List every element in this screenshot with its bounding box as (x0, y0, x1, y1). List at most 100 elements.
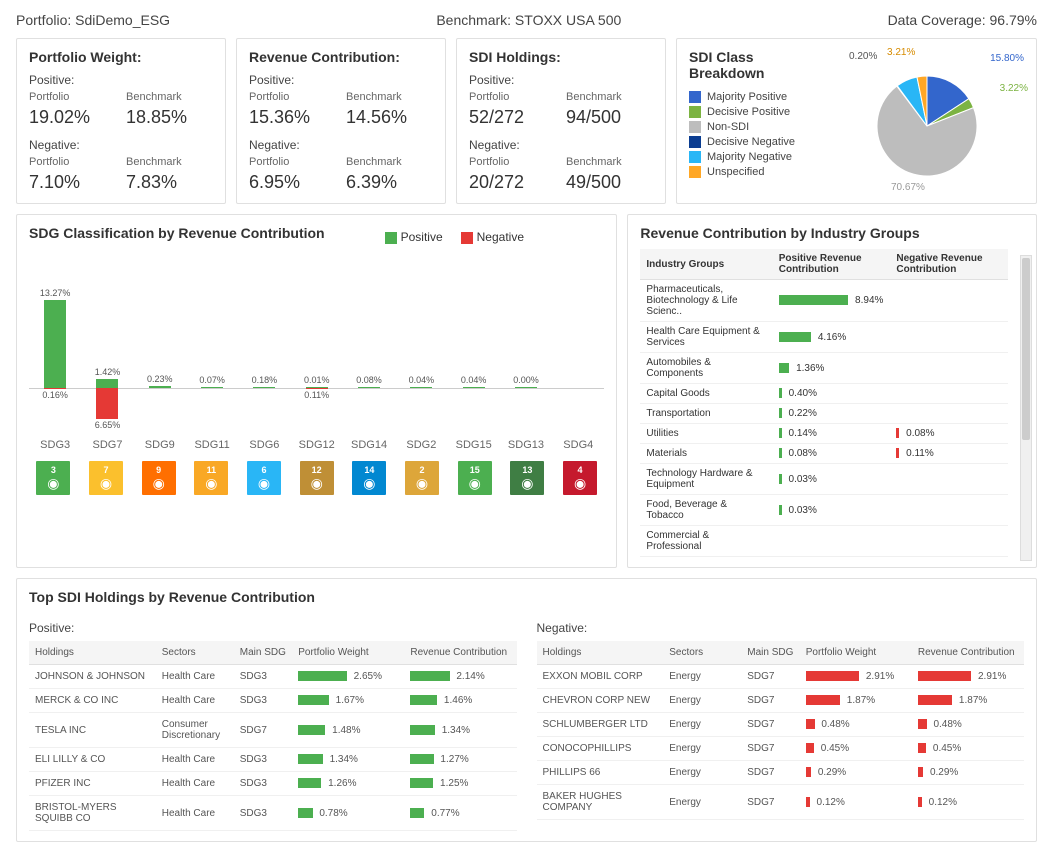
sdg-pos-label: 0.04% (409, 375, 435, 385)
rev-cell: 1.34% (404, 713, 516, 748)
pie-title: SDI Class Breakdown (689, 49, 829, 81)
industry-scrollbar[interactable] (1020, 255, 1032, 561)
sdg-neg-bar (96, 388, 118, 419)
col-portfolio: Portfolio (469, 156, 556, 168)
weight-cell: 1.26% (292, 772, 404, 796)
holding-sector: Energy (663, 785, 741, 820)
sdg-name: SDG13 (500, 439, 552, 451)
sdg-bar-col: 0.23% (134, 269, 186, 388)
industry-name: Technology Hardware & Equipment (640, 464, 772, 495)
industry-name: Food, Beverage & Tobacco (640, 495, 772, 526)
holding-sdg: SDG7 (741, 761, 800, 785)
sdg-icon: 4◉ (563, 461, 597, 495)
holding-sdg: SDG7 (741, 665, 800, 689)
holding-sdg: SDG7 (741, 713, 800, 737)
table-header-row: Holdings Sectors Main SDG Portfolio Weig… (29, 641, 517, 665)
positive-label: Positive: (29, 73, 213, 87)
sdg-pos-label: 13.27% (40, 288, 71, 298)
sdg-bar-col: 0.07% (186, 269, 238, 388)
rev-cell: 0.29% (912, 761, 1024, 785)
scroll-thumb[interactable] (1022, 258, 1030, 440)
revenue-contribution-card: Revenue Contribution: Positive: Portfoli… (236, 38, 446, 204)
holding-name: TESLA INC (29, 713, 156, 748)
col-portfolio: Portfolio (29, 156, 116, 168)
sdg-name: SDG3 (29, 439, 81, 451)
sdg-pos-label: 0.01% (304, 375, 330, 385)
pos-bench-value: 14.56% (346, 107, 433, 128)
coverage-label: Data Coverage: 96.79% (888, 12, 1037, 28)
sdg-icon-wrap: 2◉ (398, 461, 447, 495)
sdg-bar-col: 0.04% (448, 269, 500, 388)
pos-cell: 0.03% (773, 464, 891, 495)
summary-cards-row: Portfolio Weight: Positive: Portfolio19.… (16, 38, 1037, 204)
pie-label: 15.80% (990, 53, 1024, 64)
sdg-icon: 3◉ (36, 461, 70, 495)
sdg-pos-label: 0.07% (199, 375, 225, 385)
table-row: BAKER HUGHES COMPANY Energy SDG7 0.12% 0… (537, 785, 1025, 820)
col-benchmark: Benchmark (126, 156, 213, 168)
sdg-pos-bar (463, 387, 485, 388)
sdg-pos-bar (149, 386, 171, 388)
holding-sdg: SDG7 (234, 713, 293, 748)
weight-cell: 1.34% (292, 748, 404, 772)
col-weight: Portfolio Weight (292, 641, 404, 665)
sdg-icon: 9◉ (142, 461, 176, 495)
holding-sector: Energy (663, 665, 741, 689)
neg-cell: 0.08% (890, 424, 1008, 444)
holding-name: BAKER HUGHES COMPANY (537, 785, 664, 820)
table-row: PHILLIPS 66 Energy SDG7 0.29% 0.29% (537, 761, 1025, 785)
pie-label: 0.20% (849, 51, 877, 62)
sdg-pos-bar (201, 387, 223, 388)
negative-holdings: Negative: Holdings Sectors Main SDG Port… (537, 613, 1025, 831)
neg-bench-value: 7.83% (126, 172, 213, 193)
rev-cell: 0.48% (912, 713, 1024, 737)
sdg-pos-bar (96, 379, 118, 388)
holding-name: BRISTOL-MYERS SQUIBB CO (29, 796, 156, 831)
sdg-icon-wrap: 3◉ (29, 461, 78, 495)
legend-swatch (689, 91, 701, 103)
sdg-bar-col: 0.18% (238, 269, 290, 388)
sdg-names: SDG3SDG7SDG9SDG11SDG6SDG12SDG14SDG2SDG15… (29, 439, 604, 451)
sdg-name: SDG4 (552, 439, 604, 451)
portfolio-weight-card: Portfolio Weight: Positive: Portfolio19.… (16, 38, 226, 204)
sdg-pos-label: 0.00% (513, 375, 539, 385)
weight-cell: 1.67% (292, 689, 404, 713)
industry-groups-card: Revenue Contribution by Industry Groups … (627, 214, 1037, 568)
pos-bench-value: 94/500 (566, 107, 653, 128)
table-row: Health Care Equipment & Services 4.16% (640, 322, 1008, 353)
sdg-name: SDG9 (134, 439, 186, 451)
holding-sdg: SDG7 (741, 785, 800, 820)
industry-name: Pharmaceuticals, Biotechnology & Life Sc… (640, 280, 772, 322)
neg-cell (890, 353, 1008, 384)
sdi-holdings-card: SDI Holdings: Positive: Portfolio52/272 … (456, 38, 666, 204)
row-2: SDG Classification by Revenue Contributi… (16, 214, 1037, 568)
negative-label: Negative: (29, 138, 213, 152)
neg-port-value: 6.95% (249, 172, 336, 193)
sdg-neg-bar (44, 388, 66, 389)
positive-holdings: Positive: Holdings Sectors Main SDG Port… (29, 613, 517, 831)
sdg-neg-label: 0.16% (42, 390, 68, 400)
sdg-neg-label: 6.65% (95, 420, 121, 430)
pie-legend: Majority PositiveDecisive PositiveNon-SD… (689, 91, 829, 178)
holding-name: SCHLUMBERGER LTD (537, 713, 664, 737)
weight-cell: 0.29% (800, 761, 912, 785)
legend-item: Decisive Negative (689, 136, 829, 148)
industry-name: Commercial & Professional (640, 526, 772, 557)
negative-holdings-table: Holdings Sectors Main SDG Portfolio Weig… (537, 641, 1025, 820)
holding-name: JOHNSON & JOHNSON (29, 665, 156, 689)
weight-cell: 0.48% (800, 713, 912, 737)
pos-port-value: 52/272 (469, 107, 556, 128)
col-holdings: Holdings (29, 641, 156, 665)
pie-label: 70.67% (891, 182, 925, 193)
sdg-icon-wrap: 9◉ (134, 461, 183, 495)
holding-sector: Health Care (156, 796, 234, 831)
card-title: SDI Holdings: (469, 49, 653, 65)
holding-sector: Energy (663, 713, 741, 737)
sdg-icon: 11◉ (194, 461, 228, 495)
industry-name: Materials (640, 444, 772, 464)
legend-item: Non-SDI (689, 121, 829, 133)
sdg-pos-label: 1.42% (95, 367, 121, 377)
holdings-title: Top SDI Holdings by Revenue Contribution (29, 589, 1024, 605)
sdg-pos-bar (358, 387, 380, 388)
sdg-icon: 7◉ (89, 461, 123, 495)
